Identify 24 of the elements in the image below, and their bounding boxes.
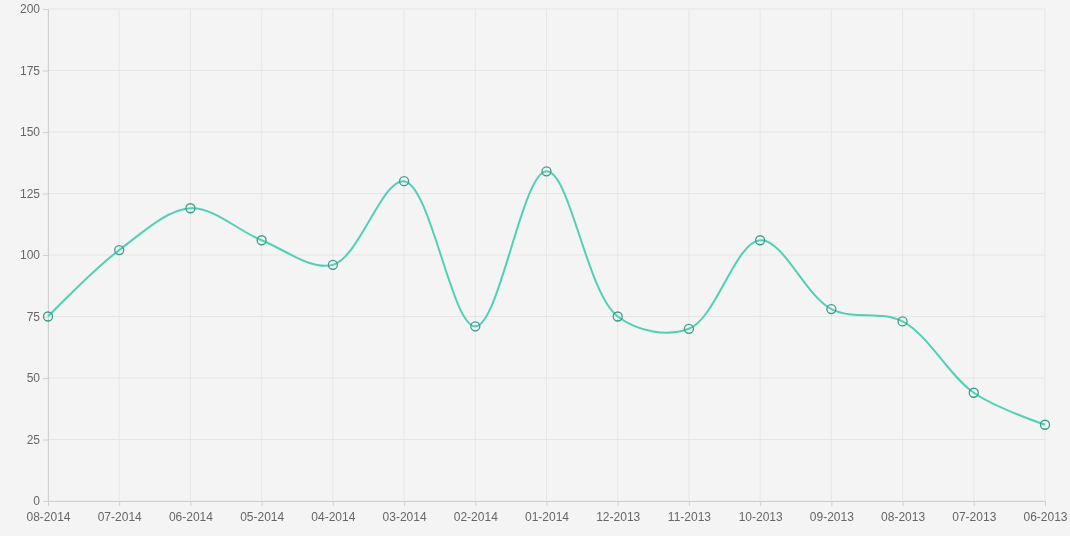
x-tick-label: 06-2013 bbox=[1023, 510, 1068, 524]
y-tick-label: 200 bbox=[19, 2, 41, 17]
y-tick-label: 75 bbox=[26, 309, 41, 324]
x-tick-label: 01-2014 bbox=[524, 510, 570, 524]
x-tick-label: 06-2014 bbox=[168, 510, 214, 524]
x-tick-label: 11-2013 bbox=[667, 510, 712, 524]
x-tick-label: 09-2013 bbox=[809, 510, 855, 524]
y-tick-label: 175 bbox=[19, 63, 41, 78]
x-tick-label: 07-2013 bbox=[952, 510, 997, 524]
x-tick-label: 05-2014 bbox=[240, 510, 285, 524]
x-tick-label: 12-2013 bbox=[596, 510, 641, 524]
x-tick-label: 02-2014 bbox=[453, 510, 499, 524]
y-tick-label: 150 bbox=[19, 125, 41, 140]
x-tick-label: 03-2014 bbox=[382, 510, 427, 524]
y-tick-label: 25 bbox=[26, 432, 41, 447]
y-tick-label: 100 bbox=[19, 248, 41, 263]
y-tick-label: 125 bbox=[19, 186, 41, 201]
x-tick-label: 04-2014 bbox=[311, 510, 356, 524]
x-tick-label: 08-2013 bbox=[881, 510, 926, 524]
x-tick-label: 08-2014 bbox=[26, 510, 71, 524]
y-tick-label: 0 bbox=[33, 494, 41, 509]
x-tick-label: 10-2013 bbox=[738, 510, 783, 524]
y-tick-label: 50 bbox=[26, 371, 41, 386]
x-tick-label: 07-2014 bbox=[97, 510, 143, 524]
